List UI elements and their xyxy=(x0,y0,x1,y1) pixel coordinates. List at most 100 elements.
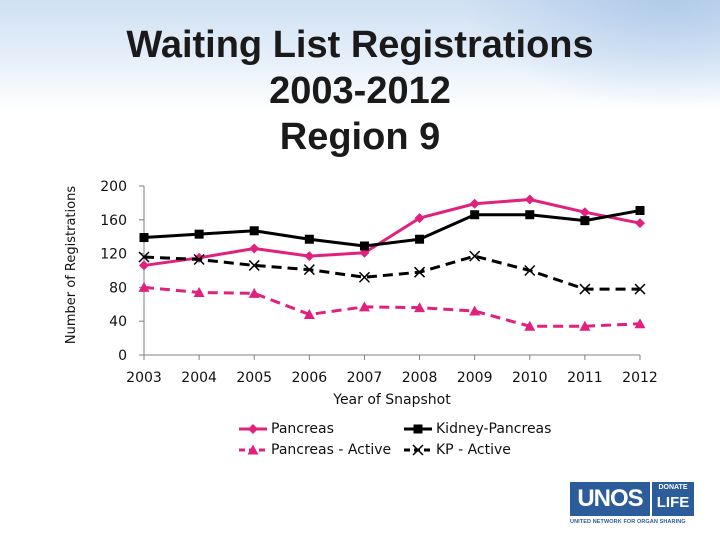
data-point-kp-active xyxy=(579,283,591,295)
legend-label-pancreas-active: Pancreas - Active xyxy=(271,441,392,458)
x-tick-label: 2003 xyxy=(126,370,162,386)
legend-marker xyxy=(248,423,258,434)
data-point-pancreas-active xyxy=(358,301,370,312)
y-tick-label: 120 xyxy=(100,247,127,263)
data-point-kidney-pancreas xyxy=(525,210,535,220)
data-point-kp-active-stroke xyxy=(524,264,536,277)
x-axis-title: Year of Snapshot xyxy=(332,392,451,408)
data-point-pancreas-active xyxy=(469,305,481,316)
data-point-kp-active xyxy=(358,271,370,283)
legend-item-kidney-pancreas: Kidney-Pancreas xyxy=(403,421,568,437)
x-tick-label: 2010 xyxy=(512,370,548,386)
data-point-kp-active-stroke xyxy=(358,271,370,283)
data-point-kp-active-stroke xyxy=(579,283,591,295)
data-point-pancreas xyxy=(524,194,535,205)
logo-donate-life: DONATE LIFE xyxy=(652,482,694,516)
logo-tagline: UNITED NETWORK FOR ORGAN SHARING xyxy=(570,519,686,525)
series-line-kp-active xyxy=(143,254,640,291)
data-point-pancreas-active xyxy=(634,318,646,329)
series-line-pancreas-active xyxy=(143,285,641,328)
x-tick-label: 2004 xyxy=(181,370,217,386)
data-point-pancreas-active xyxy=(193,286,205,297)
header-background xyxy=(0,0,720,110)
data-point-pancreas xyxy=(469,198,480,209)
logo-unos-text: UNOS xyxy=(570,482,650,516)
legend-label-pancreas: Pancreas xyxy=(271,420,334,437)
x-tick-label: 2011 xyxy=(567,370,603,386)
data-point-kidney-pancreas xyxy=(139,233,149,243)
legend-marker-stroke xyxy=(412,443,424,456)
y-tick-label: 200 xyxy=(100,179,127,195)
data-point-kp-active xyxy=(414,266,426,278)
x-tick-label: 2008 xyxy=(402,370,438,386)
legend-swatch-pancreas xyxy=(239,423,267,434)
data-point-kp-active-stroke xyxy=(469,250,481,262)
y-tick-label: 40 xyxy=(109,314,127,330)
y-tick-label: 0 xyxy=(118,348,127,364)
data-point-pancreas-active xyxy=(138,281,150,292)
data-point-pancreas-active xyxy=(524,320,536,331)
legend-item-pancreas: Pancreas xyxy=(238,421,403,437)
data-point-kp-active-stroke xyxy=(193,253,205,266)
x-tick-label: 2006 xyxy=(292,370,328,386)
y-tick-label: 160 xyxy=(100,213,127,229)
x-tick-label: 2005 xyxy=(236,370,272,386)
page-title: Waiting List Registrations 2003-2012 Reg… xyxy=(60,22,660,160)
logo-donate-text: DONATE xyxy=(658,484,688,491)
x-tick-label: 2007 xyxy=(347,370,383,386)
series-line-pancreas xyxy=(143,198,641,267)
legend-item-pancreas-active: Pancreas - Active xyxy=(238,442,403,458)
legend-marker xyxy=(247,444,259,454)
data-point-kidney-pancreas xyxy=(470,210,480,220)
data-point-pancreas xyxy=(579,207,590,218)
data-point-kp-active xyxy=(138,251,150,263)
x-tick-label: 2009 xyxy=(457,370,493,386)
legend-swatch-pancreas-active xyxy=(239,444,267,454)
data-point-pancreas-active xyxy=(579,320,591,331)
data-point-kp-active xyxy=(634,283,646,295)
y-tick-label: 80 xyxy=(109,280,127,296)
legend-label-kp-active: KP - Active xyxy=(436,441,511,458)
legend-marker xyxy=(413,424,423,433)
data-point-pancreas-active xyxy=(303,308,315,319)
title-line-1: Waiting List Registrations xyxy=(126,24,594,66)
data-point-kidney-pancreas xyxy=(580,216,590,226)
legend-label-kidney-pancreas: Kidney-Pancreas xyxy=(436,420,552,437)
data-point-pancreas xyxy=(304,251,315,262)
data-point-kidney-pancreas xyxy=(359,241,369,251)
data-point-pancreas xyxy=(414,213,425,224)
chart-legend: Pancreas Kidney-Pancreas Pancreas - Acti… xyxy=(238,418,568,460)
data-point-kp-active xyxy=(193,253,205,266)
x-tick-label: 2012 xyxy=(622,370,658,386)
legend-swatch-kidney-pancreas xyxy=(404,424,432,433)
unos-logo: UNOS DONATE LIFE UNITED NETWORK FOR ORGA… xyxy=(570,482,696,528)
legend-marker xyxy=(412,443,424,456)
logo-life-text: LIFE xyxy=(656,494,690,511)
data-point-kp-active xyxy=(248,259,260,271)
data-point-kp-active-stroke xyxy=(303,264,315,276)
data-point-kp-active-stroke xyxy=(248,259,260,271)
data-point-kp-active-stroke xyxy=(414,266,426,278)
data-point-pancreas xyxy=(194,252,205,263)
data-point-pancreas xyxy=(139,260,149,271)
data-point-kp-active xyxy=(469,250,481,262)
data-point-pancreas-active xyxy=(248,287,260,298)
data-point-kidney-pancreas xyxy=(249,226,259,236)
data-point-kidney-pancreas xyxy=(415,234,425,244)
series-line-kidney-pancreas xyxy=(143,209,641,248)
data-point-kidney-pancreas xyxy=(304,234,314,244)
data-point-pancreas xyxy=(249,243,260,254)
data-point-kp-active-stroke xyxy=(634,283,646,295)
data-point-kp-active xyxy=(524,264,536,277)
y-axis-title: Number of Registrations xyxy=(64,186,79,344)
legend-swatch-kp-active xyxy=(404,443,432,456)
data-point-kidney-pancreas xyxy=(635,206,645,216)
title-line-2: 2003-2012 xyxy=(269,70,451,112)
data-point-kp-active xyxy=(303,264,315,276)
data-point-kidney-pancreas xyxy=(194,229,204,239)
data-point-kp-active-stroke xyxy=(138,251,150,263)
data-point-pancreas-active xyxy=(414,302,426,313)
data-point-pancreas xyxy=(635,218,645,229)
legend-item-kp-active: KP - Active xyxy=(403,442,568,458)
